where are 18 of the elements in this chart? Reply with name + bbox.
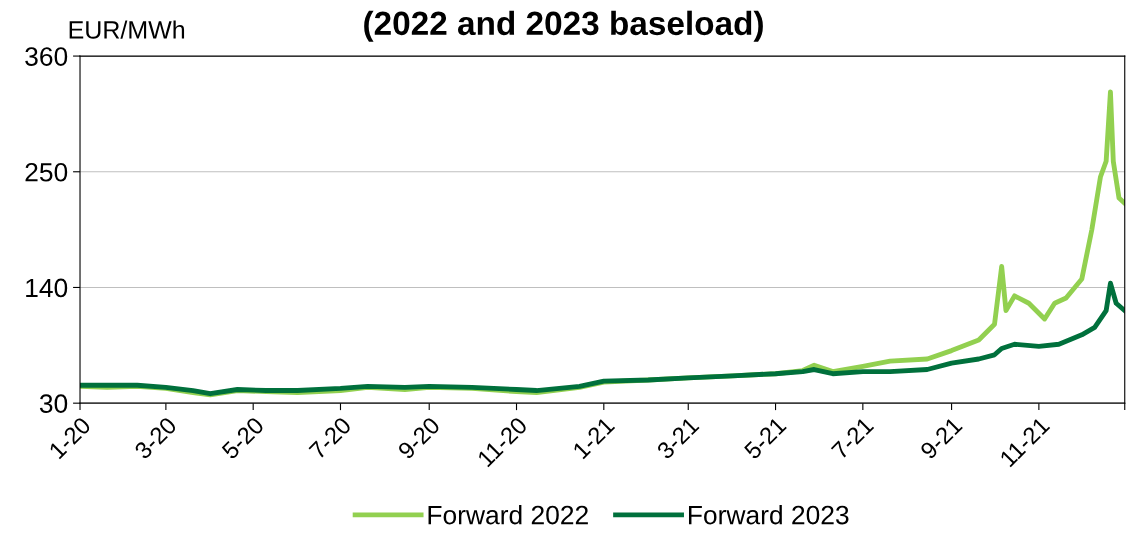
y-tick-label: 140 xyxy=(26,278,68,298)
y-axis-title: EUR/MWh xyxy=(69,20,185,39)
y-tick-label: 30 xyxy=(39,394,68,413)
x-tick-label: 3-21 xyxy=(655,416,700,461)
x-tick-label: 3-20 xyxy=(133,416,178,461)
chart-title: (2022 and 2023 baseload) xyxy=(364,10,763,42)
legend-label: Forward 2023 xyxy=(688,505,849,525)
y-tick-label: 360 xyxy=(25,47,68,66)
x-tick-label: 7-20 xyxy=(308,416,353,460)
y-tick-label: 250 xyxy=(25,162,68,182)
x-tick-label: 9-21 xyxy=(919,416,964,460)
legend-label: Forward 2022 xyxy=(428,505,588,525)
x-tick-label: 1-21 xyxy=(572,416,616,460)
x-tick-label: 7-21 xyxy=(830,416,875,460)
line-series xyxy=(80,280,1125,397)
x-tick-label: 5-20 xyxy=(220,416,265,460)
x-tick-label: 5-21 xyxy=(743,416,787,460)
x-tick-label: 9-20 xyxy=(397,416,441,460)
